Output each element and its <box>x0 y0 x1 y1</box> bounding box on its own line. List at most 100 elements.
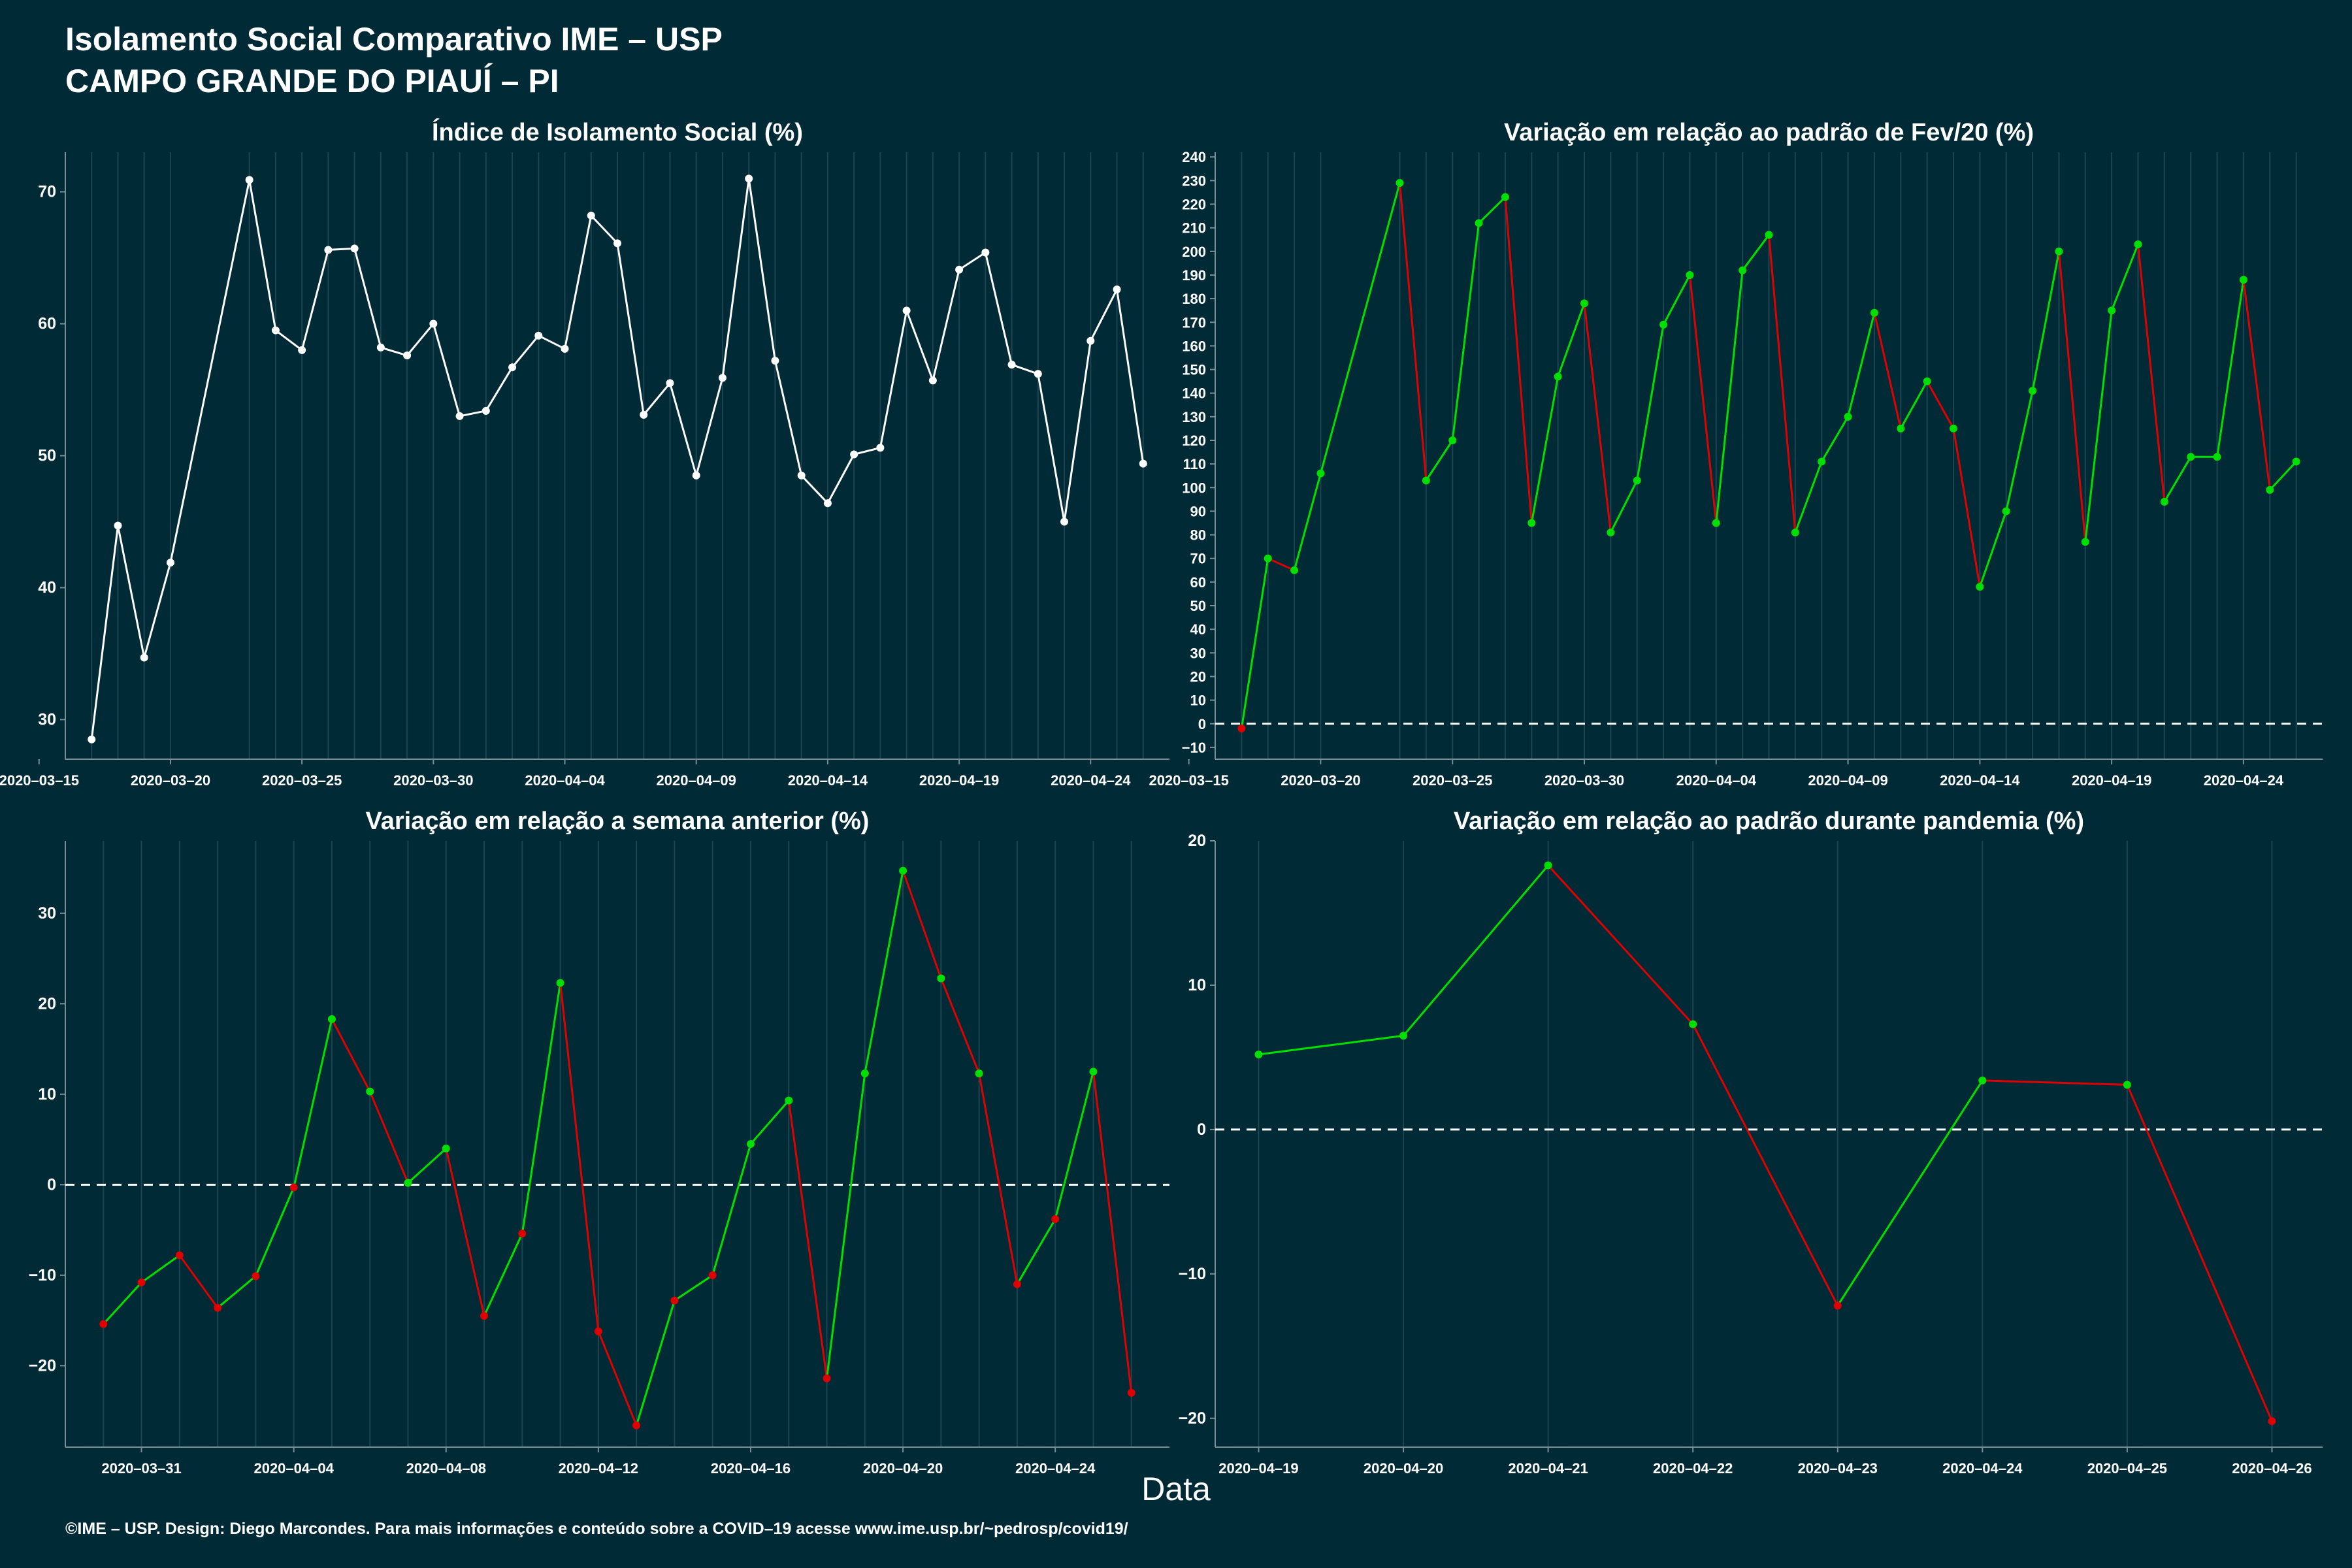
data-point <box>745 174 753 183</box>
series-segment <box>1116 289 1145 464</box>
x-tick-label: 2020–04–25 <box>2087 1460 2167 1477</box>
data-point <box>1923 377 1931 385</box>
data-point <box>1399 1032 1408 1040</box>
series-segment <box>984 252 1013 365</box>
y-tick-label: −20 <box>29 1356 56 1375</box>
series-segment <box>1926 380 1955 429</box>
data-point <box>480 1312 489 1320</box>
series-segment <box>1715 270 1744 523</box>
y-tick-label: 20 <box>38 994 56 1013</box>
series-segment <box>1741 234 1770 271</box>
series-segment <box>301 250 329 351</box>
y-tick-label: 200 <box>1182 244 1206 260</box>
data-point <box>1818 457 1826 466</box>
y-tick-label: 0 <box>47 1175 56 1194</box>
data-point <box>1089 1068 1098 1076</box>
panel-title: Variação em relação a semana anterior (%… <box>366 808 870 835</box>
series-segment <box>1547 864 1694 1025</box>
data-point <box>252 1272 260 1281</box>
data-point <box>2268 1417 2276 1426</box>
y-tick-label: 10 <box>38 1085 56 1103</box>
x-tick-label: 2020–04–19 <box>919 772 999 789</box>
y-tick-label: −10 <box>29 1266 56 1284</box>
data-point <box>289 1183 298 1192</box>
x-tick-label: 2020–04–16 <box>711 1460 791 1477</box>
x-tick-label: 2020–04–04 <box>525 772 605 789</box>
series-segment <box>674 1274 713 1301</box>
data-point <box>429 319 438 328</box>
series-segment <box>1063 340 1092 522</box>
y-tick-label: 80 <box>1190 527 1206 544</box>
series-segment <box>1402 864 1549 1037</box>
series-segment <box>483 1233 523 1316</box>
series-segment <box>1037 374 1066 522</box>
y-tick-label: 30 <box>38 710 56 728</box>
series-segment <box>1688 274 1718 523</box>
series-segment <box>749 1100 790 1145</box>
series-segment <box>2031 251 2060 391</box>
series-segment <box>178 1254 219 1309</box>
y-tick-label: 30 <box>1190 645 1206 661</box>
y-tick-label: 20 <box>1188 832 1206 850</box>
x-tick-label: 2020–03–31 <box>101 1460 181 1477</box>
x-tick-label: 2020–03–25 <box>262 772 342 789</box>
data-point <box>1633 476 1641 485</box>
data-point <box>404 1179 412 1187</box>
series-segment <box>1478 196 1506 224</box>
data-point <box>1844 412 1852 421</box>
data-point <box>88 735 96 743</box>
data-point <box>1527 519 1536 527</box>
series-segment <box>2110 244 2139 311</box>
series-segment <box>559 983 600 1331</box>
data-point <box>771 357 779 365</box>
series-segment <box>2005 390 2034 512</box>
data-point <box>214 1303 222 1312</box>
data-point <box>2239 276 2247 284</box>
data-point <box>1554 372 1562 381</box>
series-segment <box>1092 1071 1133 1394</box>
data-point <box>2292 457 2300 466</box>
series-segment <box>1982 1079 2127 1086</box>
y-tick-label: 10 <box>1188 976 1206 994</box>
y-tick-label: 130 <box>1182 409 1206 425</box>
series-segment <box>597 1331 638 1426</box>
series-segment <box>635 1300 676 1426</box>
x-tick-label: 2020–03–30 <box>393 772 473 789</box>
data-point <box>1448 436 1457 445</box>
footer-credit: ©IME – USP. Design: Diego Marcondes. Par… <box>65 1520 1128 1538</box>
y-tick-label: 20 <box>1190 668 1206 685</box>
data-point <box>455 412 464 420</box>
data-point <box>670 1296 679 1305</box>
series-segment <box>2126 1084 2273 1422</box>
series-segment <box>169 180 251 563</box>
y-tick-label: 240 <box>1182 149 1206 165</box>
series-segment <box>1240 558 1269 729</box>
series-segment <box>117 525 146 658</box>
series-segment <box>1662 274 1691 325</box>
data-point <box>2081 538 2089 546</box>
x-tick-label: 2020–04–24 <box>2204 772 2284 789</box>
series-segment <box>721 178 750 378</box>
data-point <box>324 246 333 254</box>
series-segment <box>1610 480 1639 533</box>
series-segment <box>248 180 277 331</box>
data-point <box>718 374 727 382</box>
y-tick-label: 0 <box>1198 716 1206 732</box>
data-point <box>1139 459 1147 468</box>
data-point <box>1765 231 1773 239</box>
data-point <box>2160 497 2168 506</box>
series-segment <box>445 1148 485 1316</box>
y-tick-label: 190 <box>1182 267 1206 284</box>
y-tick-label: −10 <box>1182 740 1206 756</box>
data-point <box>1237 725 1246 733</box>
data-point <box>1475 219 1483 227</box>
data-point <box>1316 469 1325 478</box>
x-tick-label: 2020–04–26 <box>2232 1460 2311 1477</box>
series-segment <box>255 1186 295 1277</box>
x-tick-label: 2020–04–20 <box>863 1460 943 1477</box>
data-point <box>1254 1051 1263 1059</box>
series-segment <box>1952 428 1981 587</box>
x-tick-label: 2020–04–08 <box>406 1460 486 1477</box>
data-point <box>937 974 945 983</box>
data-point <box>928 376 937 385</box>
